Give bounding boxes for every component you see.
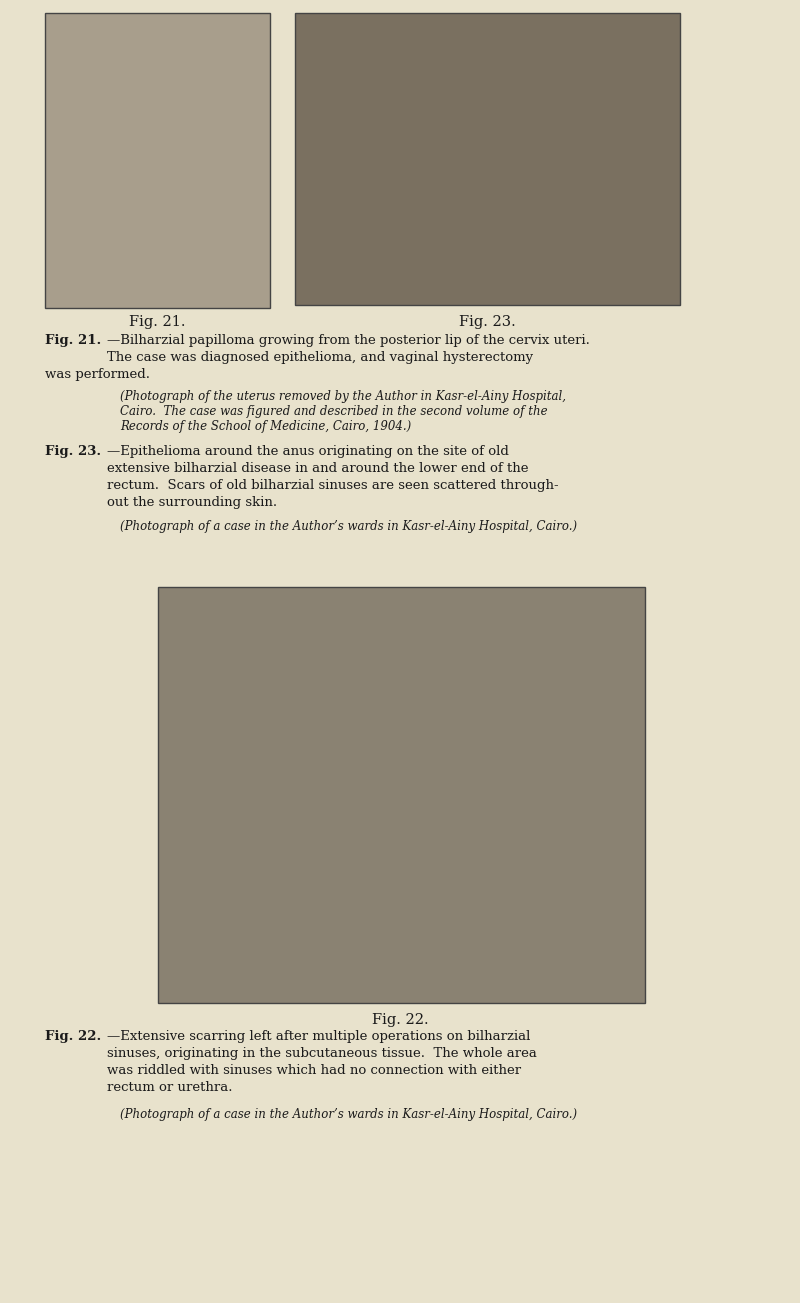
Text: Fig. 23.: Fig. 23. xyxy=(458,315,515,328)
Bar xyxy=(295,13,680,305)
Text: Cairo.  The case was figured and described in the second volume of the: Cairo. The case was figured and describe… xyxy=(120,405,548,418)
Text: Fig. 23.: Fig. 23. xyxy=(45,446,101,457)
Text: (Photograph of a case in the Author’s wards in Kasr-el-Ainy Hospital, Cairo.): (Photograph of a case in the Author’s wa… xyxy=(120,1108,577,1121)
Text: Fig. 21.: Fig. 21. xyxy=(129,315,186,328)
Text: rectum or urethra.: rectum or urethra. xyxy=(107,1081,233,1095)
Text: Records of the School of Medicine, Cairo, 1904.): Records of the School of Medicine, Cairo… xyxy=(120,420,411,433)
Text: was performed.: was performed. xyxy=(45,367,150,380)
Text: was riddled with sinuses which had no connection with either: was riddled with sinuses which had no co… xyxy=(107,1065,521,1078)
Text: extensive bilharzial disease in and around the lower end of the: extensive bilharzial disease in and arou… xyxy=(107,463,529,476)
Text: The case was diagnosed epithelioma, and vaginal hysterectomy: The case was diagnosed epithelioma, and … xyxy=(107,351,533,364)
Text: —Epithelioma around the anus originating on the site of old: —Epithelioma around the anus originating… xyxy=(107,446,509,457)
Text: out the surrounding skin.: out the surrounding skin. xyxy=(107,496,277,509)
Bar xyxy=(45,13,270,308)
Text: rectum.  Scars of old bilharzial sinuses are seen scattered through-: rectum. Scars of old bilharzial sinuses … xyxy=(107,480,558,493)
Text: Fig. 22.: Fig. 22. xyxy=(45,1029,102,1042)
Text: Fig. 21.: Fig. 21. xyxy=(45,334,102,347)
Text: sinuses, originating in the subcutaneous tissue.  The whole area: sinuses, originating in the subcutaneous… xyxy=(107,1048,537,1061)
Text: —Bilharzial papilloma growing from the posterior lip of the cervix uteri.: —Bilharzial papilloma growing from the p… xyxy=(107,334,590,347)
Text: Fig. 22.: Fig. 22. xyxy=(372,1012,428,1027)
Bar xyxy=(158,586,645,1003)
Text: (Photograph of a case in the Author’s wards in Kasr-el-Ainy Hospital, Cairo.): (Photograph of a case in the Author’s wa… xyxy=(120,520,577,533)
Text: (Photograph of the uterus removed by the Author in Kasr-el-Ainy Hospital,: (Photograph of the uterus removed by the… xyxy=(120,390,566,403)
Text: —Extensive scarring left after multiple operations on bilharzial: —Extensive scarring left after multiple … xyxy=(107,1029,530,1042)
